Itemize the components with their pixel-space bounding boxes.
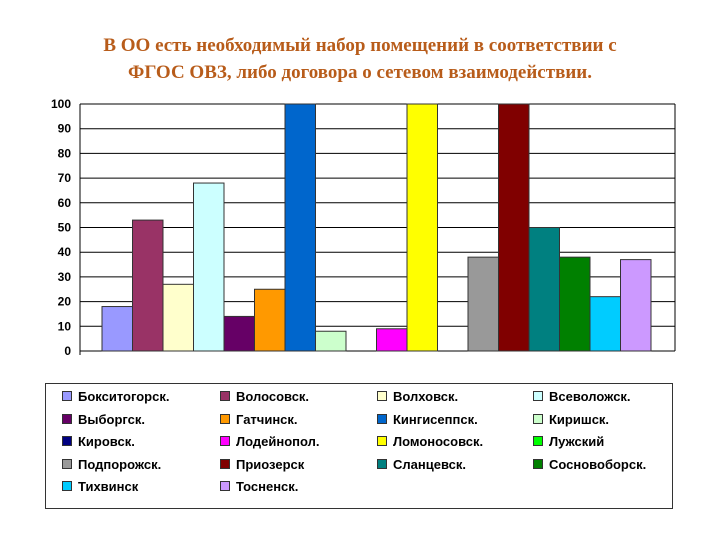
legend-item: Волховск.	[377, 389, 458, 404]
legend-label: Гатчинск.	[236, 412, 298, 427]
legend-item: Ломоносовск.	[377, 434, 483, 449]
y-tick-label: 40	[58, 245, 72, 259]
legend-swatch	[220, 481, 230, 491]
y-tick-label: 10	[58, 319, 72, 333]
bar-6	[254, 288, 286, 352]
legend-label: Сосновоборск.	[549, 457, 647, 472]
legend-label: Лодейнопол.	[236, 434, 320, 449]
bar-7	[284, 103, 316, 352]
legend-item: Лодейнопол.	[220, 434, 320, 449]
legend-item: Подпорожск.	[62, 457, 161, 472]
legend-item: Выборгск.	[62, 412, 145, 427]
legend-item: Бокситогорск.	[62, 389, 169, 404]
legend-swatch	[62, 436, 72, 446]
legend-label: Выборгск.	[78, 412, 145, 427]
bar-17	[589, 296, 621, 352]
legend-swatch	[533, 391, 543, 401]
legend-swatch	[377, 436, 387, 446]
title-line-1: В ОО есть необходимый набор помещений в …	[103, 35, 617, 56]
legend: Бокситогорск. Волосовск. Волховск. Всеволож…	[45, 383, 673, 509]
chart-title: В ОО есть необходимый набор помещений в …	[0, 32, 720, 86]
bar-14	[498, 103, 530, 352]
legend-label: Волосовск.	[236, 389, 310, 404]
y-tick-label: 20	[58, 295, 72, 309]
legend-swatch	[377, 391, 387, 401]
legend-label: Тихвинск	[78, 479, 139, 494]
y-tick-label: 30	[58, 270, 72, 284]
legend-label: Бокситогорск.	[78, 389, 170, 404]
y-tick-label: 0	[64, 344, 71, 358]
bar-3	[162, 283, 194, 352]
bar-4	[193, 182, 225, 352]
legend-label: Всеволожск.	[549, 389, 631, 404]
bar-18	[620, 259, 652, 352]
bar-1	[101, 306, 133, 352]
legend-label: Кировск.	[78, 434, 135, 449]
legend-label: Лужский	[549, 434, 605, 449]
legend-label: Сланцевск.	[393, 457, 466, 472]
legend-swatch	[533, 414, 543, 424]
legend-swatch	[377, 414, 387, 424]
bar-13	[467, 256, 499, 352]
legend-swatch	[62, 481, 72, 491]
y-tick-label: 50	[58, 221, 72, 235]
legend-swatch	[533, 436, 543, 446]
legend-item: Сланцевск.	[377, 457, 466, 472]
legend-swatch	[377, 459, 387, 469]
y-tick-label: 70	[58, 171, 72, 185]
legend-label: Тосненск.	[236, 479, 299, 494]
bar-15	[528, 227, 560, 352]
legend-swatch	[220, 414, 230, 424]
legend-swatch	[533, 459, 543, 469]
legend-label: Кингисеппск.	[393, 412, 478, 427]
bar-chart: 0 10 20 30 40 50 60 70 80 90 100	[51, 97, 676, 358]
y-tick-label: 60	[58, 196, 72, 210]
legend-label: Киришск.	[549, 412, 610, 427]
y-tick-label: 100	[51, 97, 71, 111]
bar-10	[376, 328, 408, 352]
bar-8	[315, 330, 347, 352]
legend-item: Сосновоборск.	[533, 457, 646, 472]
legend-item: Тихвинск	[62, 479, 138, 494]
legend-label: Подпорожск.	[78, 457, 162, 472]
legend-swatch	[62, 391, 72, 401]
legend-label: Волховск.	[393, 389, 459, 404]
legend-item: Лужский	[533, 434, 604, 449]
legend-item: Кировск.	[62, 434, 135, 449]
legend-item: Кингисеппск.	[377, 412, 478, 427]
legend-swatch	[62, 459, 72, 469]
bar-11	[406, 103, 438, 352]
bar-2	[132, 219, 164, 352]
legend-swatch	[62, 414, 72, 424]
bar-16	[559, 256, 591, 352]
title-line-2: ФГОС ОВЗ, либо договора о сетевом взаимо…	[128, 62, 592, 83]
legend-label: Ломоносовск.	[393, 434, 484, 449]
legend-item: Приозерск	[220, 457, 304, 472]
y-tick-label: 90	[58, 122, 72, 136]
legend-label: Приозерск	[236, 457, 305, 472]
legend-item: Киришск.	[533, 412, 609, 427]
y-tick-label: 80	[58, 146, 72, 160]
bar-5	[223, 315, 255, 352]
legend-item: Гатчинск.	[220, 412, 298, 427]
legend-swatch	[220, 436, 230, 446]
legend-swatch	[220, 391, 230, 401]
legend-swatch	[220, 459, 230, 469]
legend-item: Волосовск.	[220, 389, 309, 404]
legend-item: Всеволожск.	[533, 389, 631, 404]
legend-item: Тосненск.	[220, 479, 298, 494]
